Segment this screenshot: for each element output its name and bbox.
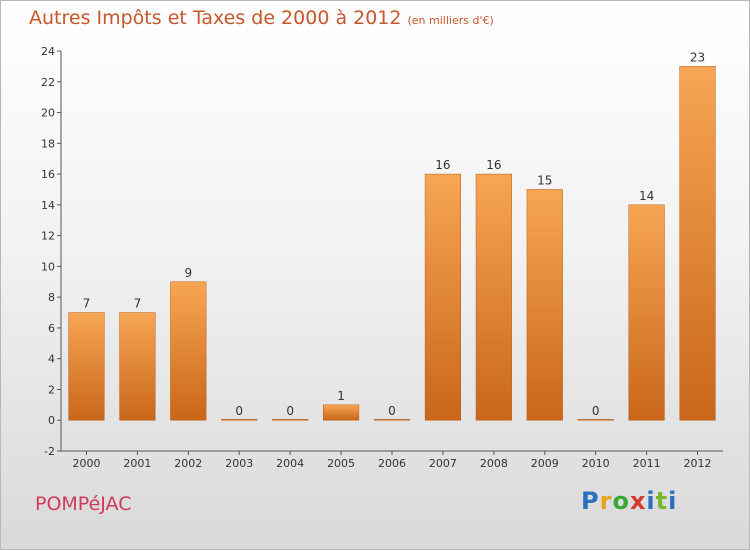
x-tick-label: 2003 bbox=[225, 457, 253, 470]
logo-letter: t bbox=[655, 487, 669, 515]
x-tick-label: 2007 bbox=[429, 457, 457, 470]
bar bbox=[373, 418, 411, 421]
logo-letter: i bbox=[646, 487, 656, 515]
bar-value-label: 7 bbox=[134, 297, 142, 311]
x-tick-label: 2008 bbox=[480, 457, 508, 470]
bar bbox=[679, 66, 716, 421]
x-tick-label: 2002 bbox=[174, 457, 202, 470]
x-tick-label: 2010 bbox=[582, 457, 610, 470]
y-tick-label: 12 bbox=[41, 230, 55, 243]
bar bbox=[526, 189, 563, 421]
y-tick-label: 14 bbox=[41, 199, 55, 212]
bar bbox=[577, 418, 614, 421]
bar-value-label: 1 bbox=[337, 389, 345, 403]
x-tick-label: 2009 bbox=[531, 457, 559, 470]
y-tick-label: -2 bbox=[44, 445, 55, 458]
bar-value-label: 14 bbox=[639, 189, 654, 203]
x-tick-label: 2004 bbox=[276, 457, 304, 470]
bar bbox=[628, 204, 665, 421]
x-tick-label: 2005 bbox=[327, 457, 355, 470]
bar-value-label: 0 bbox=[388, 404, 396, 418]
bar-value-label: 16 bbox=[435, 158, 450, 172]
bar-value-label: 7 bbox=[83, 297, 91, 311]
y-tick-label: 10 bbox=[41, 260, 55, 273]
bar-value-label: 9 bbox=[184, 266, 192, 280]
y-tick-label: 4 bbox=[48, 353, 55, 366]
proxiti-logo: Proxiti bbox=[581, 487, 677, 515]
logo-letter: o bbox=[612, 487, 630, 515]
y-tick-label: 0 bbox=[48, 414, 55, 427]
x-tick-label: 2012 bbox=[684, 457, 712, 470]
y-tick-label: 18 bbox=[41, 137, 55, 150]
bar-value-label: 15 bbox=[537, 173, 552, 187]
bar-value-label: 23 bbox=[690, 50, 705, 64]
x-tick-label: 2011 bbox=[633, 457, 661, 470]
logo-letter: P bbox=[581, 487, 600, 515]
bar bbox=[170, 281, 207, 421]
chart-unit: (en milliers d'€) bbox=[407, 14, 494, 27]
bar bbox=[272, 418, 309, 421]
x-tick-label: 2001 bbox=[123, 457, 151, 470]
y-tick-label: 16 bbox=[41, 168, 55, 181]
y-tick-label: 6 bbox=[48, 322, 55, 335]
bar-value-label: 0 bbox=[592, 404, 600, 418]
bar bbox=[68, 312, 105, 421]
x-tick-label: 2006 bbox=[378, 457, 406, 470]
x-tick-label: 2000 bbox=[72, 457, 100, 470]
logo-letter: x bbox=[629, 487, 647, 515]
bar bbox=[424, 173, 461, 421]
y-tick-label: 2 bbox=[48, 383, 55, 396]
bar-value-label: 16 bbox=[486, 158, 501, 172]
y-tick-label: 24 bbox=[41, 45, 55, 58]
bar bbox=[323, 404, 360, 421]
bar-value-label: 0 bbox=[235, 404, 243, 418]
bar-value-label: 0 bbox=[286, 404, 294, 418]
y-tick-label: 22 bbox=[41, 76, 55, 89]
logo-letter: r bbox=[599, 487, 613, 515]
commune-name: POMPéJAC bbox=[35, 493, 132, 515]
bar bbox=[119, 312, 156, 421]
chart-title: Autres Impôts et Taxes de 2000 à 2012 (en… bbox=[29, 7, 494, 29]
bar bbox=[221, 418, 258, 421]
y-tick-label: 8 bbox=[48, 291, 55, 304]
logo-letter: i bbox=[668, 487, 678, 515]
y-tick-label: 20 bbox=[41, 107, 55, 120]
chart-title-text: Autres Impôts et Taxes de 2000 à 2012 bbox=[29, 7, 402, 29]
bar bbox=[475, 173, 512, 421]
